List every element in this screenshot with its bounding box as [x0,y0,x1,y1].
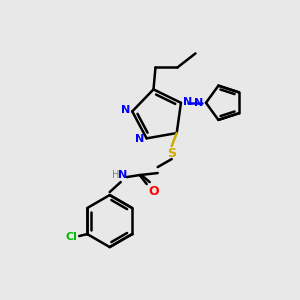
Text: S: S [167,147,176,160]
Text: N: N [118,170,127,180]
Text: N: N [194,98,204,108]
Text: Cl: Cl [65,232,77,242]
Text: H: H [112,170,119,180]
Text: N: N [121,105,130,116]
Text: O: O [148,184,159,198]
Text: N: N [183,97,193,107]
Text: N: N [135,134,144,144]
